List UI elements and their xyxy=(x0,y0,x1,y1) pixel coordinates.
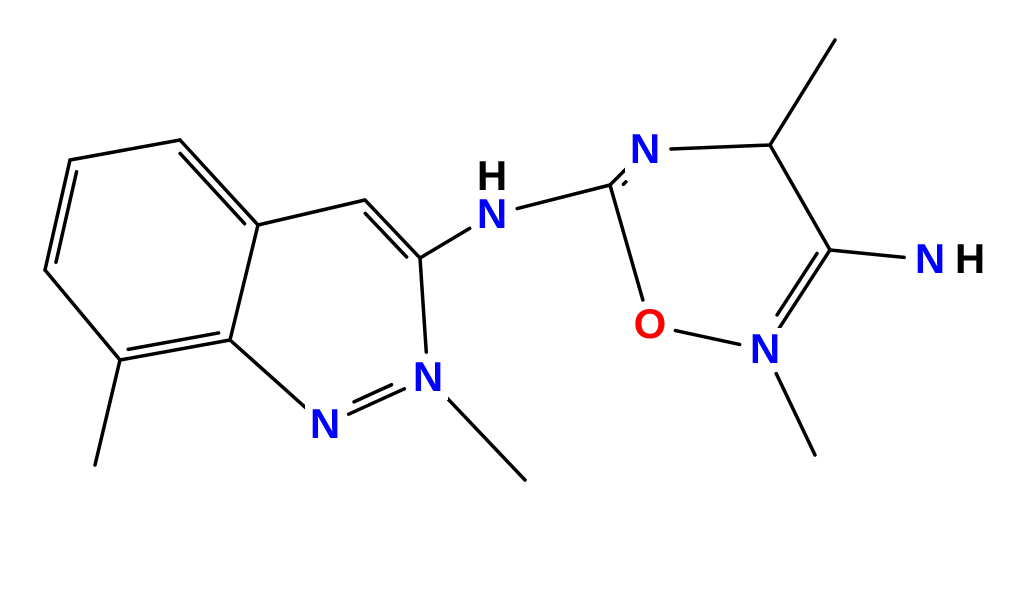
hydrogen-label: H xyxy=(477,152,507,199)
hydrogen-label: H xyxy=(955,235,985,282)
molecule-diagram: NNNHNONNH xyxy=(0,0,1032,602)
atom-labels: NNNHNONNH xyxy=(305,125,985,447)
bonds xyxy=(45,40,904,480)
o-atom: O xyxy=(634,300,667,347)
n-atom: N xyxy=(915,235,945,282)
n-atom: N xyxy=(310,400,340,447)
n-atom: N xyxy=(630,125,660,172)
n-atom: N xyxy=(750,325,780,372)
n-atom: N xyxy=(413,353,443,400)
